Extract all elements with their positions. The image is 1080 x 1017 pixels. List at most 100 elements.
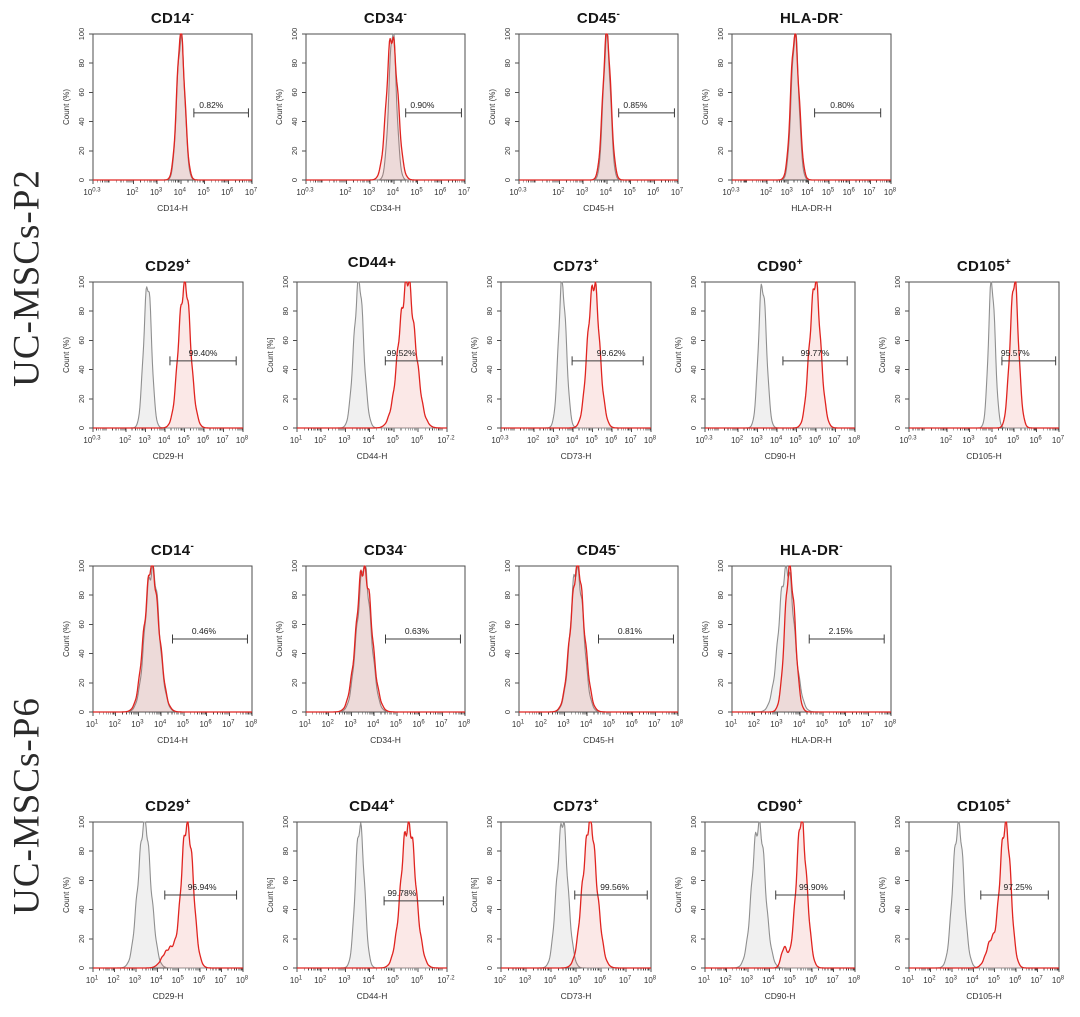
svg-text:107: 107 [1052, 436, 1065, 446]
svg-text:105: 105 [789, 436, 802, 446]
svg-text:107: 107 [245, 188, 258, 198]
svg-text:80: 80 [689, 847, 698, 855]
histogram-canvas: 0 20 40 60 80 100 Count (%) 101 102 103 104 105 106 1… [878, 816, 1065, 1001]
svg-text:106: 106 [1009, 976, 1022, 986]
svg-text:HLA-DR-H: HLA-DR-H [791, 735, 832, 745]
svg-text:104: 104 [158, 436, 171, 446]
svg-text:104: 104 [174, 188, 187, 198]
histogram-plot-cd44-h: CD44+ 0 20 40 60 80 100 Count [%] 101 102 103 104 10… [260, 252, 464, 477]
svg-text:40: 40 [485, 365, 494, 373]
gate-percentage-label: 99.90% [799, 882, 828, 892]
gate-percentage-label: 99.52% [387, 348, 416, 358]
svg-text:102: 102 [314, 976, 327, 986]
svg-text:40: 40 [716, 117, 725, 125]
svg-text:106: 106 [412, 720, 425, 730]
svg-text:HLA-DR-H: HLA-DR-H [791, 203, 832, 213]
svg-text:104: 104 [801, 188, 814, 198]
svg-text:106: 106 [197, 436, 210, 446]
gate-percentage-label: 0.63% [405, 626, 430, 636]
svg-text:101: 101 [290, 976, 303, 986]
plot-title: HLA-DR- [780, 9, 843, 27]
svg-text:40: 40 [77, 365, 86, 373]
svg-text:103: 103 [338, 976, 351, 986]
histogram-plot-hla-dr-h: HLA-DR- 0 20 40 60 80 100 Count (%) 101 102 103 104… [695, 536, 908, 761]
svg-text:20: 20 [893, 395, 902, 403]
svg-text:60: 60 [77, 336, 86, 344]
histogram-canvas: 0 20 40 60 80 100 Count (%) 101 102 103 104 105 106 1… [275, 560, 471, 745]
svg-text:108: 108 [245, 720, 258, 730]
svg-text:20: 20 [485, 935, 494, 943]
histogram-plot-cd73-h: CD73+ 0 20 40 60 80 100 Count (%) 100.3 102 103 104… [464, 252, 668, 477]
svg-text:0: 0 [689, 966, 698, 970]
histogram-canvas: 0 20 40 60 80 100 Count (%) 100.3 102 103 104 105 10… [878, 276, 1065, 461]
svg-text:103: 103 [546, 436, 559, 446]
svg-text:107: 107 [458, 188, 471, 198]
svg-text:103: 103 [770, 720, 783, 730]
histogram-canvas: 0 20 40 60 80 100 Count (%) 100.3 102 103 104 105 10… [674, 276, 861, 461]
svg-text:104: 104 [362, 976, 375, 986]
gate-percentage-label: 0.46% [192, 626, 217, 636]
svg-text:101: 101 [512, 720, 525, 730]
svg-text:100: 100 [77, 560, 86, 573]
svg-text:20: 20 [503, 679, 512, 687]
svg-text:106: 106 [605, 436, 618, 446]
svg-text:100.3: 100.3 [695, 436, 713, 446]
svg-text:101: 101 [698, 976, 711, 986]
plot-title: CD29+ [145, 797, 191, 815]
svg-text:0: 0 [716, 178, 725, 182]
svg-text:106: 106 [809, 436, 822, 446]
svg-text:108: 108 [884, 188, 897, 198]
svg-text:107: 107 [828, 436, 841, 446]
svg-text:CD90-H: CD90-H [765, 451, 796, 461]
svg-text:80: 80 [77, 847, 86, 855]
svg-text:60: 60 [893, 336, 902, 344]
histogram-plot-cd44-h: CD44+ 0 20 40 60 80 100 Count [%] 101 102 103 104 10… [260, 792, 464, 1017]
plot-title: CD44+ [347, 254, 397, 271]
svg-text:60: 60 [485, 876, 494, 884]
svg-text:80: 80 [716, 59, 725, 67]
svg-text:101: 101 [290, 436, 303, 446]
svg-text:104: 104 [985, 436, 998, 446]
svg-text:40: 40 [689, 905, 698, 913]
svg-text:108: 108 [884, 720, 897, 730]
svg-text:CD29-H: CD29-H [153, 451, 184, 461]
svg-text:60: 60 [281, 876, 290, 884]
svg-text:105: 105 [603, 720, 616, 730]
gate-percentage-label: 0.90% [410, 100, 435, 110]
svg-text:0: 0 [485, 426, 494, 430]
svg-text:Count (%): Count (%) [62, 877, 71, 913]
svg-text:100.3: 100.3 [296, 188, 314, 198]
svg-text:106: 106 [411, 436, 424, 446]
svg-text:60: 60 [77, 88, 86, 96]
svg-text:CD73-H: CD73-H [561, 451, 592, 461]
plot-title: CD44+ [349, 797, 395, 815]
svg-text:101: 101 [86, 976, 99, 986]
svg-text:Count (%): Count (%) [62, 89, 71, 125]
plot-title: CD105+ [956, 797, 1012, 815]
histogram-plot-cd73-h: CD73+ 0 20 40 60 80 100 Count [%] 102 103 104 105 10… [464, 792, 668, 1017]
histogram-canvas: 0 20 40 60 80 100 Count (%) 100.3 102 103 104 105 10… [488, 28, 684, 213]
svg-text:20: 20 [77, 147, 86, 155]
svg-text:100: 100 [716, 560, 725, 573]
svg-text:106: 106 [843, 188, 856, 198]
svg-text:105: 105 [387, 436, 400, 446]
svg-text:103: 103 [741, 976, 754, 986]
svg-text:60: 60 [290, 620, 299, 628]
svg-text:20: 20 [281, 935, 290, 943]
svg-text:107: 107 [619, 976, 632, 986]
svg-text:104: 104 [544, 976, 557, 986]
svg-text:40: 40 [689, 365, 698, 373]
svg-text:101: 101 [299, 720, 312, 730]
svg-text:40: 40 [485, 905, 494, 913]
svg-text:100: 100 [77, 28, 86, 41]
svg-text:60: 60 [716, 620, 725, 628]
svg-text:104: 104 [770, 436, 783, 446]
svg-text:20: 20 [503, 147, 512, 155]
svg-text:103: 103 [344, 720, 357, 730]
gate-percentage-label: 97.25% [1003, 882, 1032, 892]
plot-title: CD14- [150, 541, 195, 559]
svg-text:0: 0 [77, 426, 86, 430]
svg-text:106: 106 [411, 976, 424, 986]
svg-text:102: 102 [107, 976, 120, 986]
svg-text:106: 106 [193, 976, 206, 986]
